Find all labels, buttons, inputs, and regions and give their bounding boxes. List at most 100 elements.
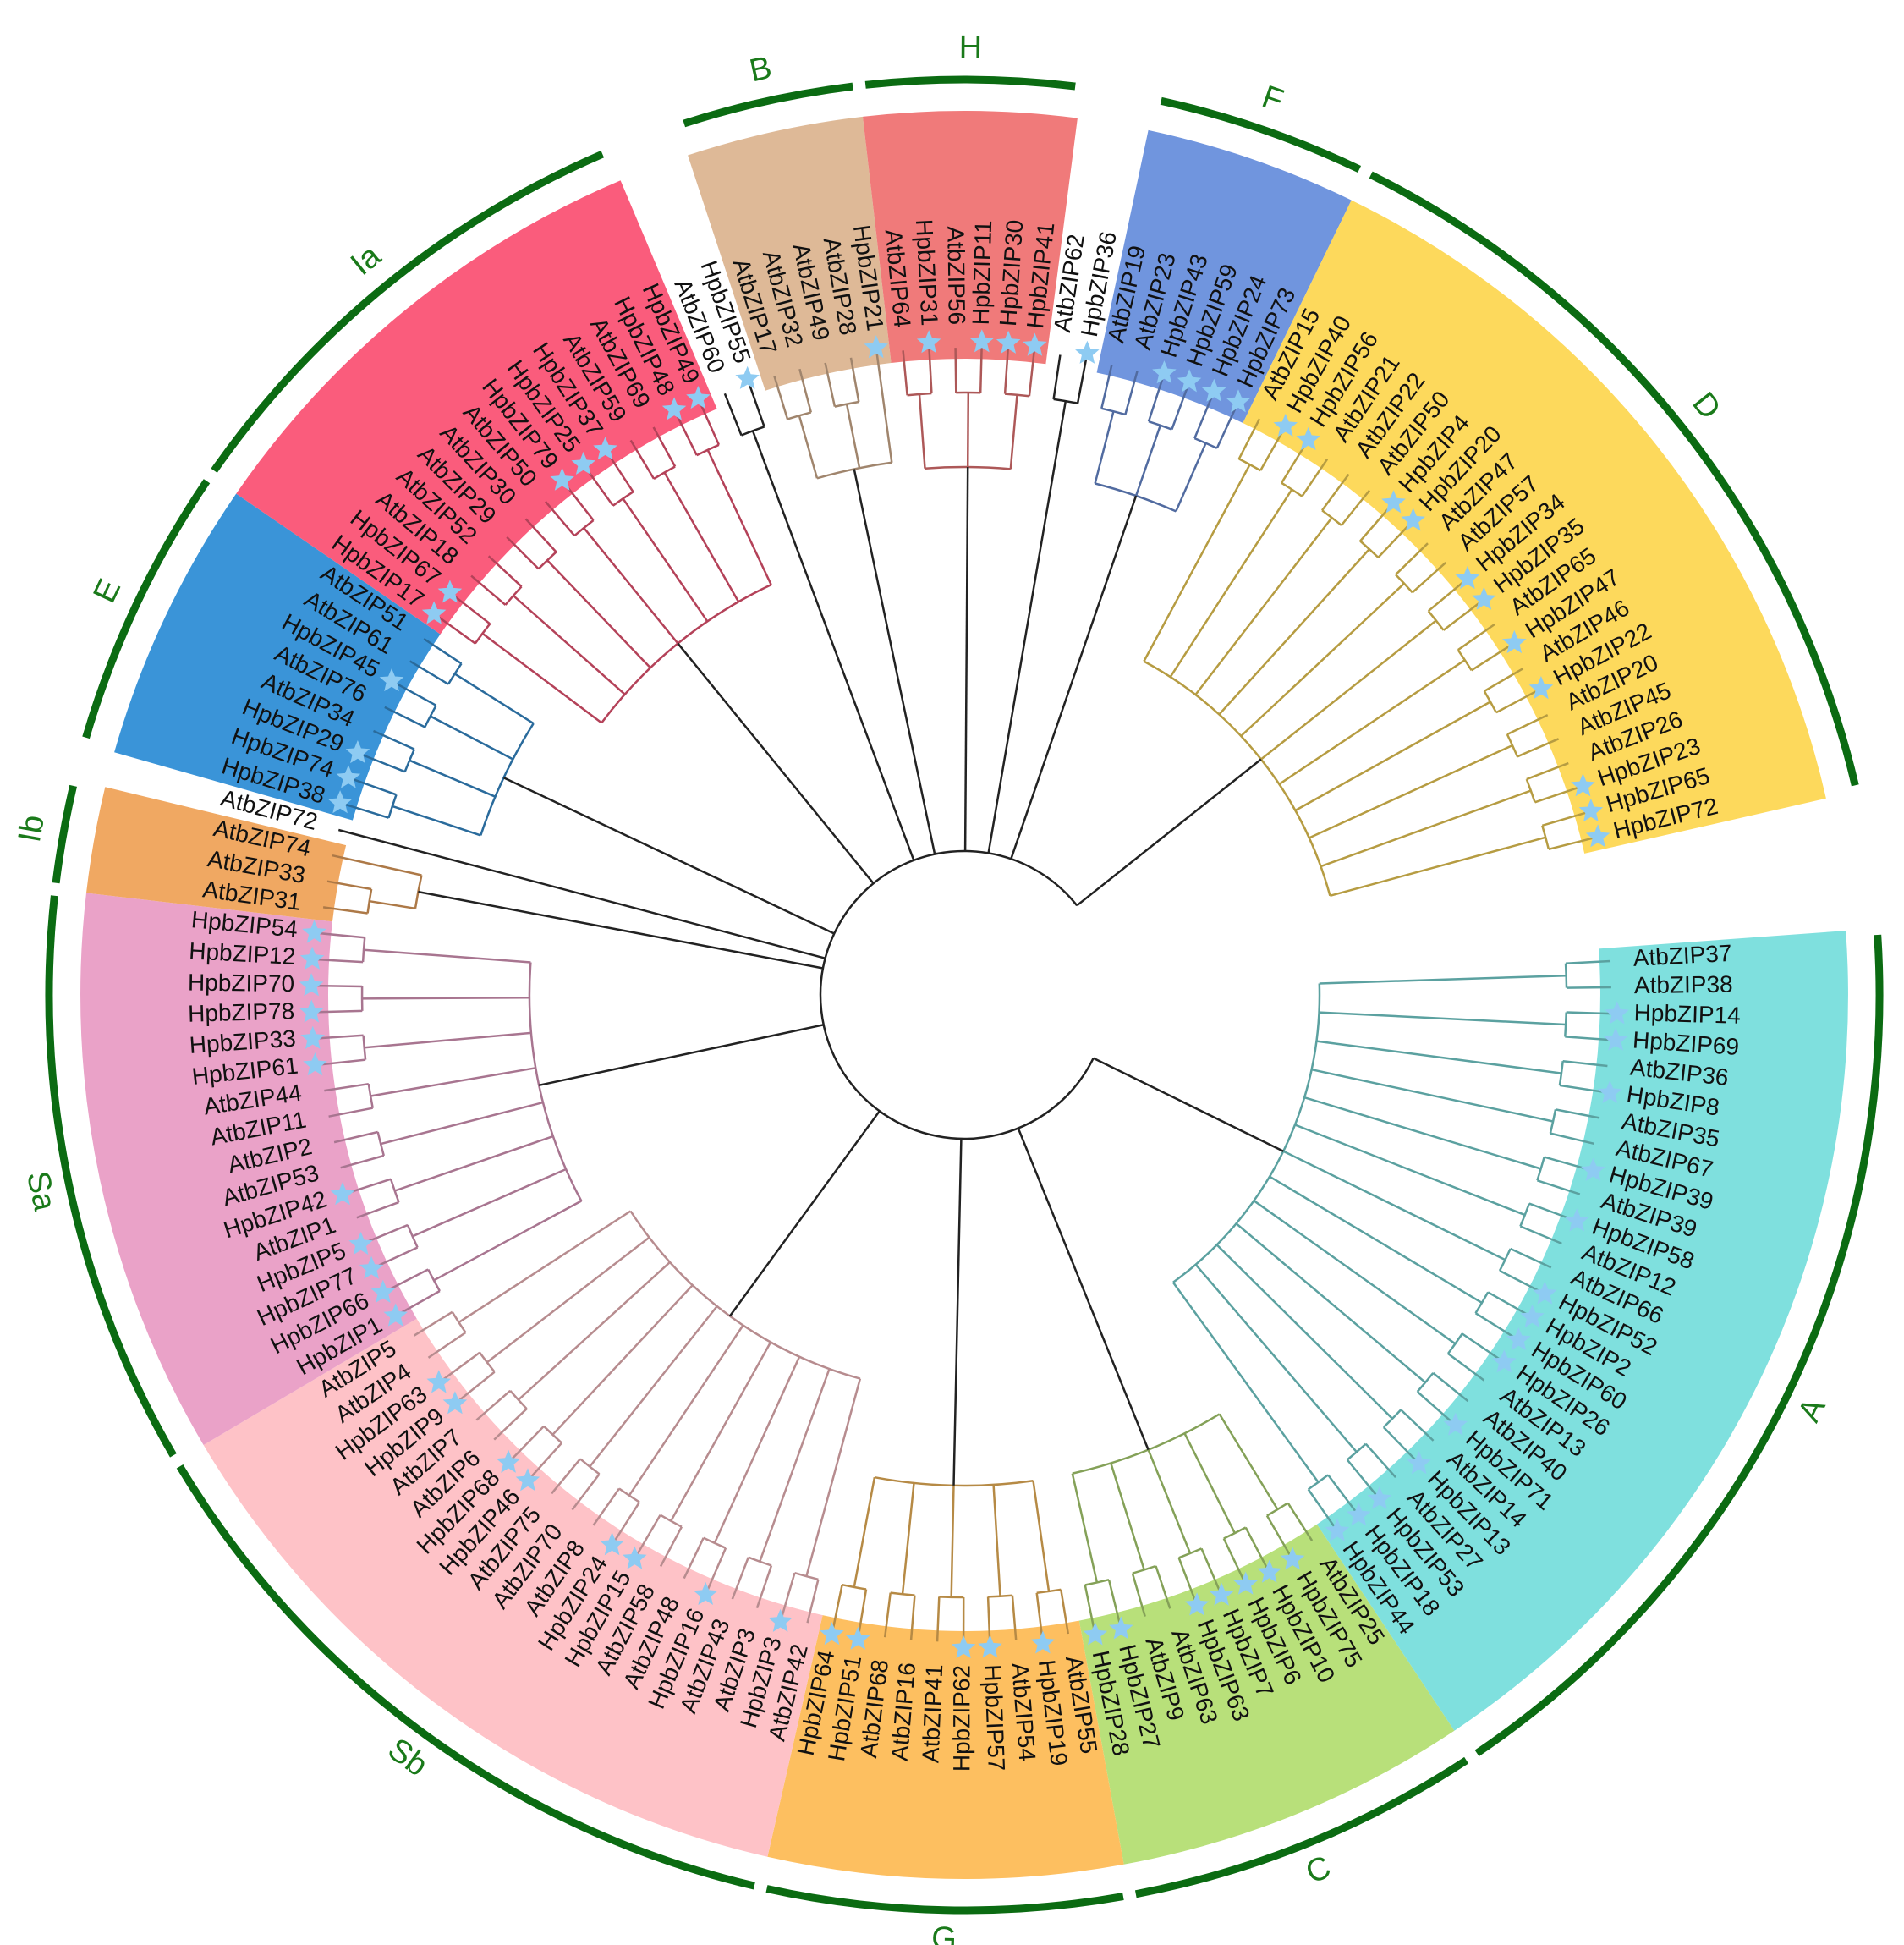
branch (1218, 1413, 1279, 1510)
branch (1003, 349, 1009, 394)
star-marker (330, 1182, 355, 1206)
star-marker (1209, 1582, 1234, 1606)
star-marker (1571, 773, 1595, 797)
branch (409, 759, 496, 798)
branch (1307, 1488, 1336, 1527)
branch (907, 392, 932, 397)
branch (1193, 396, 1213, 439)
branch (1253, 1200, 1457, 1345)
branch (513, 595, 626, 695)
branch (564, 484, 595, 521)
branch (881, 398, 893, 463)
leaf-label: AtbZIP37 (1632, 940, 1732, 971)
branch (652, 426, 677, 468)
star-marker (1109, 1616, 1133, 1640)
star-marker (1585, 824, 1610, 848)
branches (317, 348, 1611, 1643)
branch (427, 1332, 467, 1359)
branch (1147, 1449, 1192, 1554)
branch (1171, 1282, 1320, 1483)
branch (403, 749, 416, 772)
branch (987, 437, 1061, 854)
branch (376, 864, 422, 876)
branch (607, 453, 634, 492)
star-marker (1233, 1571, 1258, 1595)
star-marker (969, 329, 995, 353)
branch (1506, 733, 1519, 757)
clade-label: B (746, 50, 775, 89)
clade-arc (211, 150, 605, 473)
branch (1071, 1473, 1099, 1583)
star-marker (442, 1391, 468, 1415)
branch (773, 376, 789, 420)
branch (1377, 524, 1410, 558)
star-marker (1184, 1592, 1210, 1616)
branch (918, 393, 926, 469)
branch (1218, 548, 1370, 716)
star-marker (593, 437, 617, 460)
branch (487, 555, 523, 588)
clade-label: D (1685, 386, 1727, 426)
branch (1395, 574, 1413, 594)
branch (524, 518, 557, 553)
star-marker (768, 1608, 793, 1632)
branch (676, 415, 698, 456)
branch (992, 1484, 1001, 1596)
star-marker (383, 1303, 408, 1327)
branch (512, 1425, 545, 1459)
star-marker (345, 740, 370, 764)
branch (1175, 442, 1207, 512)
branch (1548, 837, 1593, 851)
branch (755, 1565, 773, 1609)
star-marker (302, 920, 326, 943)
star-marker (1455, 566, 1480, 590)
branch (392, 805, 481, 837)
branch (509, 1389, 528, 1410)
branch (1084, 1578, 1110, 1586)
branch (1427, 581, 1464, 613)
branch (458, 1210, 632, 1324)
branch (659, 1526, 683, 1568)
branch (683, 1537, 705, 1580)
branch (883, 1592, 892, 1638)
branch (328, 1107, 373, 1118)
branch (798, 415, 819, 479)
star-marker (1407, 1451, 1431, 1475)
branch (1269, 1175, 1483, 1304)
leaf-label: HpbZIP14 (1633, 999, 1741, 1029)
branch (1132, 1564, 1156, 1574)
branch (387, 1268, 429, 1291)
branch (370, 1067, 536, 1097)
star-marker (661, 397, 687, 420)
branch (413, 1310, 453, 1337)
star-marker (437, 580, 463, 603)
star-marker (1598, 1080, 1622, 1103)
branch (1359, 506, 1391, 542)
branch (805, 1378, 862, 1577)
branch (1052, 354, 1062, 400)
branch (318, 1034, 364, 1040)
star-marker (571, 451, 595, 475)
branch (1311, 1068, 1554, 1123)
branch (759, 1368, 831, 1563)
branch (1178, 1547, 1202, 1559)
star-marker (1257, 1559, 1281, 1583)
star-marker (515, 1468, 540, 1492)
clade-label: C (1301, 1849, 1336, 1891)
branch (928, 349, 933, 394)
branch (1100, 364, 1113, 409)
branch (430, 715, 513, 761)
branch (1506, 713, 1549, 736)
branch (345, 803, 389, 819)
star-marker (846, 1626, 870, 1650)
branch (1544, 1156, 1588, 1171)
branch (1287, 1502, 1314, 1541)
clade-label: A (1792, 1392, 1833, 1427)
branch (902, 350, 908, 396)
branch (1200, 1547, 1221, 1591)
star-marker (1296, 426, 1320, 450)
star-marker (1226, 389, 1251, 413)
branch (794, 1572, 819, 1581)
branch (546, 559, 651, 669)
branch (502, 777, 835, 935)
